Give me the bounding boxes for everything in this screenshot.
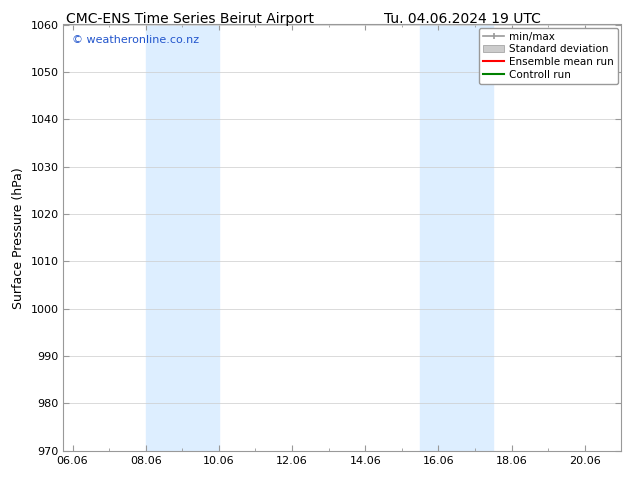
- Bar: [146, 24, 219, 451]
- Y-axis label: Surface Pressure (hPa): Surface Pressure (hPa): [12, 167, 25, 309]
- Bar: [420, 24, 493, 451]
- Text: Tu. 04.06.2024 19 UTC: Tu. 04.06.2024 19 UTC: [384, 12, 541, 26]
- Text: © weatheronline.co.nz: © weatheronline.co.nz: [72, 35, 199, 45]
- Legend: min/max, Standard deviation, Ensemble mean run, Controll run: min/max, Standard deviation, Ensemble me…: [479, 27, 618, 84]
- Text: CMC-ENS Time Series Beirut Airport: CMC-ENS Time Series Beirut Airport: [66, 12, 314, 26]
